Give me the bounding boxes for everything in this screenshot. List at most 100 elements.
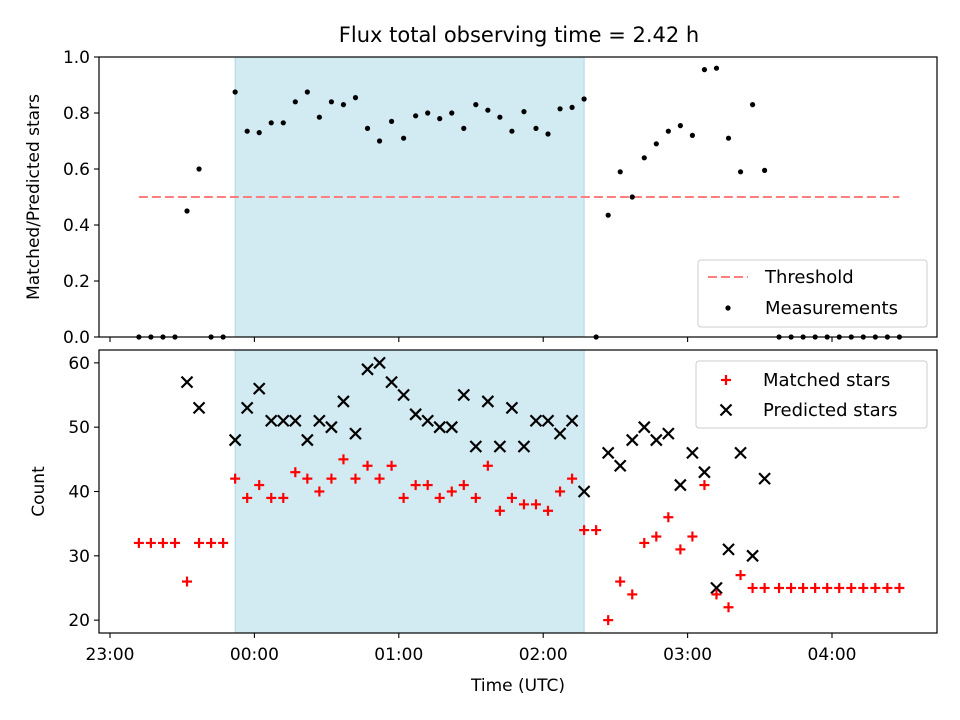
matched-star-marker xyxy=(579,525,590,536)
y-tick-label: 0.2 xyxy=(63,272,90,292)
predicted-star-marker xyxy=(313,414,326,428)
measurement-point xyxy=(485,107,491,113)
matched-star-marker xyxy=(615,576,626,587)
measurement-point xyxy=(677,123,683,129)
matched-star-marker xyxy=(157,537,168,548)
legend-predicted-swatch xyxy=(719,403,733,417)
matched-star-marker xyxy=(458,480,469,491)
bottom-observing-window xyxy=(234,349,585,634)
top-panel: 0.0 0.2 0.4 0.6 0.8 1.0 Matched/Predicted sta… xyxy=(24,48,938,348)
y-tick-label: 60 xyxy=(68,354,90,374)
measurement-point xyxy=(473,102,479,108)
matched-star-marker xyxy=(543,505,554,516)
matched-star-marker xyxy=(651,531,662,542)
top-y-ticks: 0.0 0.2 0.4 0.6 0.8 1.0 xyxy=(63,48,99,348)
y-tick-label: 0.0 xyxy=(63,328,90,348)
predicted-star-marker xyxy=(541,414,555,428)
measurement-point xyxy=(497,114,503,120)
predicted-star-marker xyxy=(289,414,302,428)
measurement-point xyxy=(689,132,696,138)
matched-star-marker xyxy=(206,537,217,548)
matched-star-marker xyxy=(242,492,253,503)
predicted-star-marker xyxy=(710,581,723,595)
matched-star-marker xyxy=(290,467,301,478)
predicted-star-marker xyxy=(373,356,386,370)
matched-star-marker xyxy=(422,480,433,491)
measurement-point xyxy=(340,102,347,108)
chart-title: Flux total observing time = 2.42 h xyxy=(339,23,699,47)
matched-star-marker xyxy=(362,460,373,471)
matched-star-marker xyxy=(846,582,857,593)
matched-star-marker xyxy=(506,492,517,503)
measurement-point xyxy=(665,128,671,134)
measurement-point xyxy=(244,128,250,134)
measurement-point xyxy=(713,65,720,71)
predicted-star-marker xyxy=(758,472,771,485)
x-tick-label: 04:00 xyxy=(808,645,857,665)
predicted-star-marker xyxy=(252,382,266,395)
matched-star-marker xyxy=(326,473,337,484)
predicted-star-marker xyxy=(734,446,747,460)
measurement-point xyxy=(328,99,335,105)
y-tick-label: 0.4 xyxy=(63,216,90,236)
top-x-ticks xyxy=(109,337,833,342)
measurement-point xyxy=(569,104,575,110)
measurement-point xyxy=(437,116,443,122)
matched-star-marker xyxy=(786,582,797,593)
matched-star-marker xyxy=(386,460,397,471)
measurement-point xyxy=(581,96,587,102)
measurement-point xyxy=(292,99,298,105)
predicted-star-marker xyxy=(638,420,651,434)
matched-star-marker xyxy=(302,473,313,484)
predicted-star-marker xyxy=(361,363,374,376)
measurement-point xyxy=(364,125,371,131)
matched-star-marker xyxy=(530,499,541,510)
matched-star-marker xyxy=(810,582,821,593)
measurement-point xyxy=(425,110,431,116)
measurement-point xyxy=(401,135,407,141)
x-axis-label: Time (UTC) xyxy=(470,676,565,696)
matched-star-marker xyxy=(798,582,809,593)
matched-star-marker xyxy=(603,615,614,626)
matched-star-marker xyxy=(663,512,674,523)
measurement-point xyxy=(533,125,539,131)
predicted-star-marker xyxy=(349,427,362,440)
matched-stars-markers xyxy=(133,454,905,626)
matched-star-marker xyxy=(882,582,893,593)
legend-matched-label: Matched stars xyxy=(763,370,890,391)
bottom-legend-box xyxy=(695,360,928,429)
matched-star-marker xyxy=(133,537,144,548)
measurement-point xyxy=(509,128,515,134)
predicted-star-marker xyxy=(493,440,507,453)
measurement-point xyxy=(268,120,274,126)
matched-star-marker xyxy=(494,505,505,516)
top-legend: Threshold Measurements xyxy=(697,259,928,328)
matched-star-marker xyxy=(482,460,493,471)
matched-star-marker xyxy=(434,492,445,503)
matched-star-marker xyxy=(398,492,409,503)
y-tick-label: 50 xyxy=(68,418,90,438)
matched-star-marker xyxy=(182,576,193,587)
measurement-point xyxy=(629,194,635,200)
matched-star-marker xyxy=(374,473,385,484)
measurement-point xyxy=(316,114,322,120)
y-tick-label: 0.6 xyxy=(63,160,90,180)
matched-star-marker xyxy=(230,473,241,484)
predicted-star-marker xyxy=(746,549,759,563)
measurement-point xyxy=(653,141,659,147)
matched-star-marker xyxy=(278,492,289,503)
legend-predicted-label: Predicted stars xyxy=(763,400,897,421)
matched-star-marker xyxy=(834,582,845,593)
legend-measurements-swatch xyxy=(725,305,731,311)
bottom-x-ticks: 23:00 00:00 01:00 02:00 03:00 04:00 xyxy=(86,633,857,665)
x-tick-label: 02:00 xyxy=(519,645,568,665)
matched-star-marker xyxy=(266,492,277,503)
legend-matched-swatch xyxy=(721,375,731,385)
bottom-y-axis-label: Count xyxy=(29,466,49,517)
measurement-point xyxy=(449,110,455,116)
predicted-star-marker xyxy=(240,401,254,415)
predicted-star-marker xyxy=(421,414,434,428)
measurement-point xyxy=(749,102,756,108)
measurement-point xyxy=(461,125,467,131)
y-tick-label: 20 xyxy=(68,611,90,631)
